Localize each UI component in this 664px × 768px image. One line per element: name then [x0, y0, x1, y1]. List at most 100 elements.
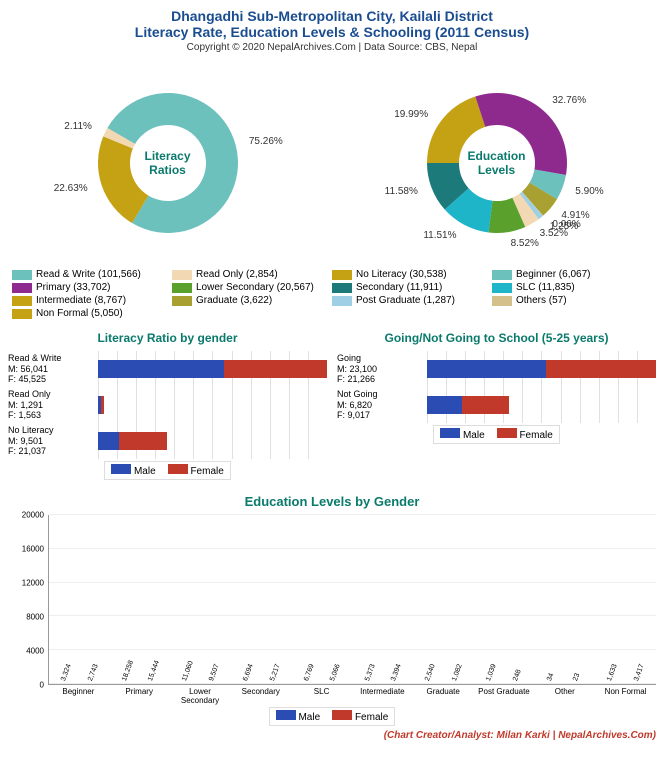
donut-slice-label: 75.26%	[249, 136, 283, 147]
title-block: Dhangadhi Sub-Metropolitan City, Kailali…	[8, 8, 656, 53]
title-line-2: Literacy Rate, Education Levels & School…	[8, 24, 656, 40]
legend-item: No Literacy (30,538)	[332, 269, 482, 280]
vbar-value: 18,258	[121, 660, 135, 683]
hbar-seg-female	[119, 432, 166, 450]
legend-item-male: Male	[111, 464, 155, 477]
education-gender-title: Education Levels by Gender	[8, 494, 656, 509]
legend-label: Intermediate (8,767)	[36, 295, 126, 306]
hbar-seg-male	[98, 432, 119, 450]
legend-label: Read & Write (101,566)	[36, 269, 141, 280]
legend-item: Primary (33,702)	[12, 282, 162, 293]
legend-item-male: Male	[276, 710, 320, 723]
donut-slice-label: 22.63%	[54, 183, 88, 194]
y-tick: 0	[40, 681, 44, 690]
donut-slice-label: 5.90%	[575, 186, 603, 197]
legend-item: SLC (11,835)	[492, 282, 642, 293]
hbar-seg-female	[224, 360, 327, 378]
education-donut-center-label: EducationLevels	[467, 149, 525, 177]
vbar-value: 15,444	[147, 660, 161, 683]
hbar-bar-group	[427, 351, 656, 387]
y-tick: 12000	[22, 579, 44, 588]
chart-credit: (Chart Creator/Analyst: Milan Karki | Ne…	[8, 730, 656, 741]
x-label: Graduate	[413, 685, 474, 705]
legend-item-female: Female	[332, 710, 388, 723]
legend-item: Beginner (6,067)	[492, 269, 642, 280]
vbar-value: 5,217	[269, 663, 282, 682]
vbar-value: 5,373	[364, 663, 377, 682]
legend-label: Others (57)	[516, 295, 567, 306]
title-line-1: Dhangadhi Sub-Metropolitan City, Kailali…	[8, 8, 656, 24]
legend-item: Lower Secondary (20,567)	[172, 282, 322, 293]
legend-swatch	[172, 296, 192, 306]
legend-label: Primary (33,702)	[36, 282, 110, 293]
y-tick: 20000	[22, 511, 44, 520]
schooling-plot	[427, 351, 656, 423]
legend-label: Read Only (2,854)	[196, 269, 278, 280]
legend-item: Graduate (3,622)	[172, 295, 322, 306]
vbar-value: 34	[546, 672, 555, 682]
copyright-line: Copyright © 2020 NepalArchives.Com | Dat…	[8, 42, 656, 53]
x-label: Other	[534, 685, 595, 705]
legend-item-male: Male	[440, 428, 484, 441]
legend-label: SLC (11,835)	[516, 282, 575, 293]
legend-swatch	[492, 270, 512, 280]
legend-item: Others (57)	[492, 295, 642, 306]
vbar-value: 23	[572, 672, 581, 682]
donut-slice-label: 8.52%	[511, 238, 539, 249]
chart-container: Dhangadhi Sub-Metropolitan City, Kailali…	[0, 0, 664, 749]
literacy-gender-labels: Read & WriteM: 56,041F: 45,525Read OnlyM…	[8, 351, 98, 459]
vbar-value: 1,082	[451, 663, 464, 682]
gender-legend-1: Male Female	[104, 461, 231, 480]
vbar-value: 11,060	[182, 660, 196, 682]
gender-legend-3: Male Female	[269, 707, 396, 726]
legend-swatch	[172, 283, 192, 293]
hbar-bar-group	[98, 387, 327, 423]
donut-slice-label: 3.52%	[540, 228, 568, 239]
legend-swatch	[12, 309, 32, 319]
hbar-bar-group	[98, 351, 327, 387]
legend-swatch	[492, 296, 512, 306]
schooling-title: Going/Not Going to School (5-25 years)	[337, 331, 656, 345]
x-label: Intermediate	[352, 685, 413, 705]
vbar-value: 3,324	[60, 663, 73, 682]
education-levels-donut: EducationLevels 19.99%32.76%5.90%4.91%0.…	[397, 63, 597, 263]
hbar-row: Literacy Ratio by gender Read & WriteM: …	[8, 331, 656, 480]
legend-swatch	[12, 296, 32, 306]
education-gender-chart: 040008000120001600020000 3,3242,74318,25…	[8, 515, 656, 685]
hbar-bar-group	[98, 423, 327, 459]
legend-swatch	[12, 283, 32, 293]
legend-item: Intermediate (8,767)	[12, 295, 162, 306]
vbar-value: 248	[512, 669, 523, 682]
hbar-seg-male	[427, 360, 546, 378]
vbar-value: 2,540	[424, 663, 437, 682]
hbar-bar-group	[427, 387, 656, 423]
literacy-ratios-donut: LiteracyRatios 75.26%22.63%2.11%	[68, 63, 268, 263]
hbar-row-label: GoingM: 23,100F: 21,266	[337, 351, 427, 387]
legend-item: Post Graduate (1,287)	[332, 295, 482, 306]
schooling-chart: Going/Not Going to School (5-25 years) G…	[337, 331, 656, 480]
legend-swatch	[12, 270, 32, 280]
schooling-labels: GoingM: 23,100F: 21,266Not GoingM: 6,820…	[337, 351, 427, 423]
legend-label: Lower Secondary (20,567)	[196, 282, 314, 293]
literacy-gender-title: Literacy Ratio by gender	[8, 331, 327, 345]
vbar-value: 1,039	[485, 663, 498, 682]
education-gender-section: Education Levels by Gender 0400080001200…	[8, 494, 656, 726]
education-donut-cell: EducationLevels 19.99%32.76%5.90%4.91%0.…	[337, 63, 656, 263]
legend-label: Non Formal (5,050)	[36, 308, 123, 319]
donut-slice-label: 32.76%	[552, 95, 586, 106]
x-label: Beginner	[48, 685, 109, 705]
vbar-value: 1,633	[606, 663, 619, 682]
vbar-plot: 3,3242,74318,25815,44411,0609,5076,6945,…	[48, 515, 656, 685]
hbar-seg-female	[462, 396, 509, 414]
donut-slice-label: 11.51%	[423, 230, 456, 241]
gender-legend-2: Male Female	[433, 425, 560, 444]
literacy-gender-plot	[98, 351, 327, 459]
literacy-donut-center-label: LiteracyRatios	[144, 149, 190, 177]
x-label: Non Formal	[595, 685, 656, 705]
hbar-row-label: Not GoingM: 6,820F: 9,017	[337, 387, 427, 423]
legend-label: Graduate (3,622)	[196, 295, 272, 306]
y-tick: 16000	[22, 545, 44, 554]
x-label: SLC	[291, 685, 352, 705]
legend-item: Read Only (2,854)	[172, 269, 322, 280]
hbar-row-label: No LiteracyM: 9,501F: 21,037	[8, 423, 98, 459]
